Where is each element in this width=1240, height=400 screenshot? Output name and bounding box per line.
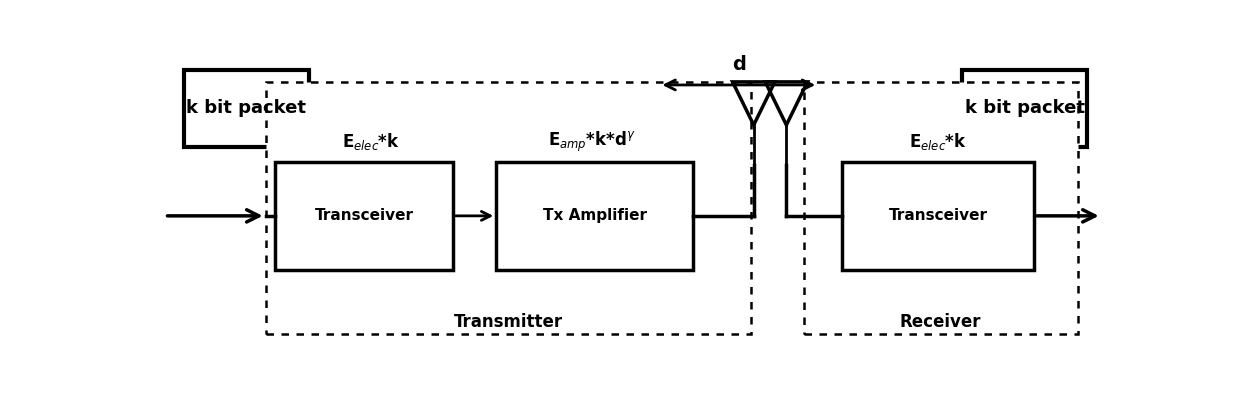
Text: Receiver: Receiver	[900, 313, 981, 331]
Bar	[962, 70, 1087, 146]
Text: Transmitter: Transmitter	[454, 313, 563, 331]
Bar	[265, 82, 750, 334]
Text: Transceiver: Transceiver	[315, 208, 413, 223]
Bar	[275, 162, 453, 270]
Bar	[496, 162, 693, 270]
Bar	[842, 162, 1034, 270]
Text: E$_{elec}$*k: E$_{elec}$*k	[909, 132, 967, 152]
Bar	[184, 70, 309, 146]
Text: k bit packet: k bit packet	[186, 99, 306, 117]
Text: E$_{elec}$*k: E$_{elec}$*k	[342, 132, 401, 152]
Text: Transceiver: Transceiver	[889, 208, 988, 223]
Bar	[804, 82, 1078, 334]
Text: k bit packet: k bit packet	[965, 99, 1085, 117]
Text: d: d	[732, 56, 745, 74]
Text: Tx Amplifier: Tx Amplifier	[543, 208, 646, 223]
Text: E$_{amp}$*k*d$^{\gamma}$: E$_{amp}$*k*d$^{\gamma}$	[548, 130, 636, 154]
